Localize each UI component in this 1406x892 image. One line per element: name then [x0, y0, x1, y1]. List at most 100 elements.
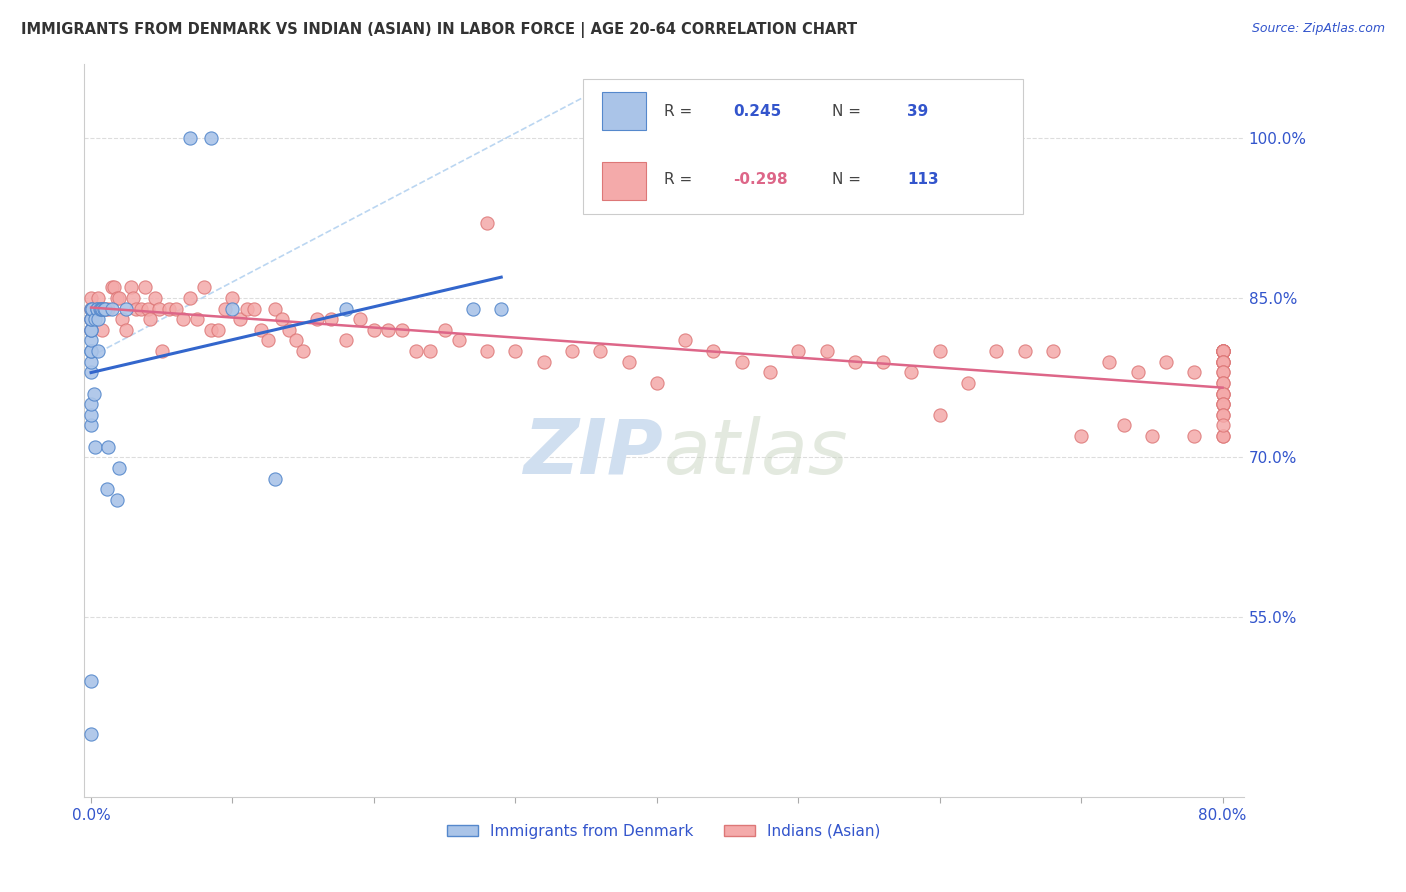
Point: [228, 312, 250, 326]
Bar: [602, 161, 647, 200]
Text: 39: 39: [907, 104, 929, 120]
Point: [1212, 376, 1234, 390]
Point: [80, 397, 103, 411]
Point: [80, 365, 103, 379]
Point: [1212, 376, 1234, 390]
Point: [105, 291, 128, 305]
Point: [1212, 354, 1234, 368]
Point: [1212, 386, 1234, 401]
Point: [1126, 365, 1149, 379]
Legend: Immigrants from Denmark, Indians (Asian): Immigrants from Denmark, Indians (Asian): [441, 818, 886, 845]
Point: [872, 354, 894, 368]
Point: [115, 323, 138, 337]
Point: [1212, 397, 1234, 411]
Point: [1212, 344, 1234, 359]
Point: [645, 376, 668, 390]
Point: [93, 301, 115, 316]
Text: R =: R =: [664, 172, 697, 187]
Point: [1212, 344, 1234, 359]
Point: [731, 354, 754, 368]
Point: [264, 301, 287, 316]
Point: [844, 354, 866, 368]
Point: [1042, 344, 1064, 359]
Point: [1212, 365, 1234, 379]
Point: [84, 440, 107, 454]
Point: [186, 312, 208, 326]
Point: [80, 334, 103, 348]
Point: [533, 354, 555, 368]
Point: [1014, 344, 1036, 359]
Point: [80, 408, 103, 422]
Point: [1212, 344, 1234, 359]
Point: [292, 344, 315, 359]
Point: [129, 301, 152, 316]
Point: [1212, 354, 1234, 368]
Point: [82, 301, 104, 316]
Point: [193, 280, 215, 294]
Point: [1112, 418, 1135, 433]
Point: [900, 365, 922, 379]
Point: [271, 312, 294, 326]
Point: [80, 727, 103, 741]
Point: [221, 291, 243, 305]
Point: [115, 301, 138, 316]
Text: R =: R =: [664, 104, 697, 120]
Point: [108, 291, 131, 305]
Point: [87, 291, 110, 305]
Point: [97, 301, 120, 316]
Text: IMMIGRANTS FROM DENMARK VS INDIAN (ASIAN) IN LABOR FORCE | AGE 20-64 CORRELATION: IMMIGRANTS FROM DENMARK VS INDIAN (ASIAN…: [21, 22, 858, 38]
Point: [1212, 344, 1234, 359]
Point: [1212, 344, 1234, 359]
Point: [103, 280, 125, 294]
Text: atlas: atlas: [664, 416, 848, 490]
Point: [617, 354, 640, 368]
Point: [200, 131, 222, 145]
Point: [120, 280, 142, 294]
Point: [447, 334, 470, 348]
Point: [956, 376, 979, 390]
Point: [335, 301, 357, 316]
Point: [87, 312, 110, 326]
Point: [80, 323, 103, 337]
Point: [1212, 408, 1234, 422]
Point: [96, 482, 118, 496]
Text: ZIP: ZIP: [524, 416, 664, 490]
Point: [83, 386, 105, 401]
Text: 0.245: 0.245: [734, 104, 782, 120]
Point: [179, 291, 201, 305]
Point: [134, 280, 156, 294]
Point: [143, 291, 166, 305]
Point: [335, 334, 357, 348]
Point: [419, 344, 441, 359]
Point: [125, 301, 148, 316]
Text: 113: 113: [907, 172, 939, 187]
Point: [80, 312, 103, 326]
Point: [80, 344, 103, 359]
Point: [80, 312, 103, 326]
Text: N =: N =: [832, 104, 866, 120]
Point: [94, 301, 117, 316]
Point: [242, 301, 264, 316]
Point: [80, 312, 103, 326]
Point: [87, 344, 110, 359]
Point: [928, 344, 950, 359]
Point: [80, 418, 103, 433]
Point: [90, 301, 112, 316]
Point: [200, 323, 222, 337]
Point: [1212, 418, 1234, 433]
Point: [363, 323, 385, 337]
Point: [673, 334, 696, 348]
Point: [157, 301, 180, 316]
Point: [1212, 386, 1234, 401]
Point: [1212, 354, 1234, 368]
Point: [787, 344, 810, 359]
Point: [136, 301, 159, 316]
Point: [1154, 354, 1177, 368]
Point: [139, 312, 162, 326]
Point: [1212, 397, 1234, 411]
Point: [108, 461, 131, 475]
Text: -0.298: -0.298: [734, 172, 789, 187]
Point: [349, 312, 371, 326]
Point: [1212, 429, 1234, 443]
Point: [80, 344, 103, 359]
